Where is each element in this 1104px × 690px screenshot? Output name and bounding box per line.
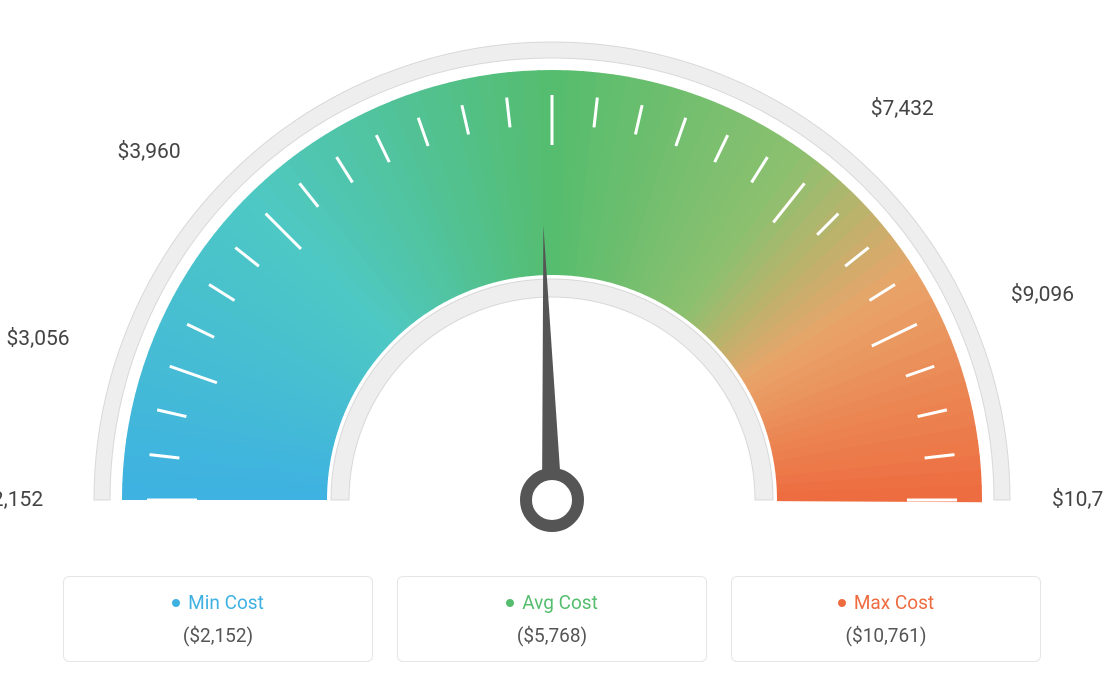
legend-title-row: Max Cost [732,591,1040,614]
legend-title: Max Cost [854,591,934,614]
scale-label: $2,152 [0,488,43,512]
scale-label: $3,960 [118,140,181,164]
legend-value: ($2,152) [64,624,372,647]
cost-gauge-container: $2,152$3,056$3,960$5,768$7,432$9,096$10,… [0,0,1104,690]
legend-row: Min Cost ($2,152) Avg Cost ($5,768) Max … [0,576,1104,662]
legend-title: Min Cost [188,591,264,614]
legend-value: ($5,768) [398,624,706,647]
dot-icon [506,599,514,607]
legend-title-row: Min Cost [64,591,372,614]
dot-icon [172,599,180,607]
legend-card-max: Max Cost ($10,761) [731,576,1041,662]
legend-card-min: Min Cost ($2,152) [63,576,373,662]
scale-label: $9,096 [1011,283,1074,307]
legend-title-row: Avg Cost [398,591,706,614]
scale-label: $10,761 [1052,488,1104,512]
gauge-chart: $2,152$3,056$3,960$5,768$7,432$9,096$10,… [0,0,1104,560]
legend-value: ($10,761) [732,624,1040,647]
scale-label: $3,056 [6,327,69,351]
gauge-svg [0,0,1104,560]
legend-card-avg: Avg Cost ($5,768) [397,576,707,662]
scale-label: $7,432 [871,97,934,121]
legend-title: Avg Cost [522,591,598,614]
dot-icon [838,599,846,607]
